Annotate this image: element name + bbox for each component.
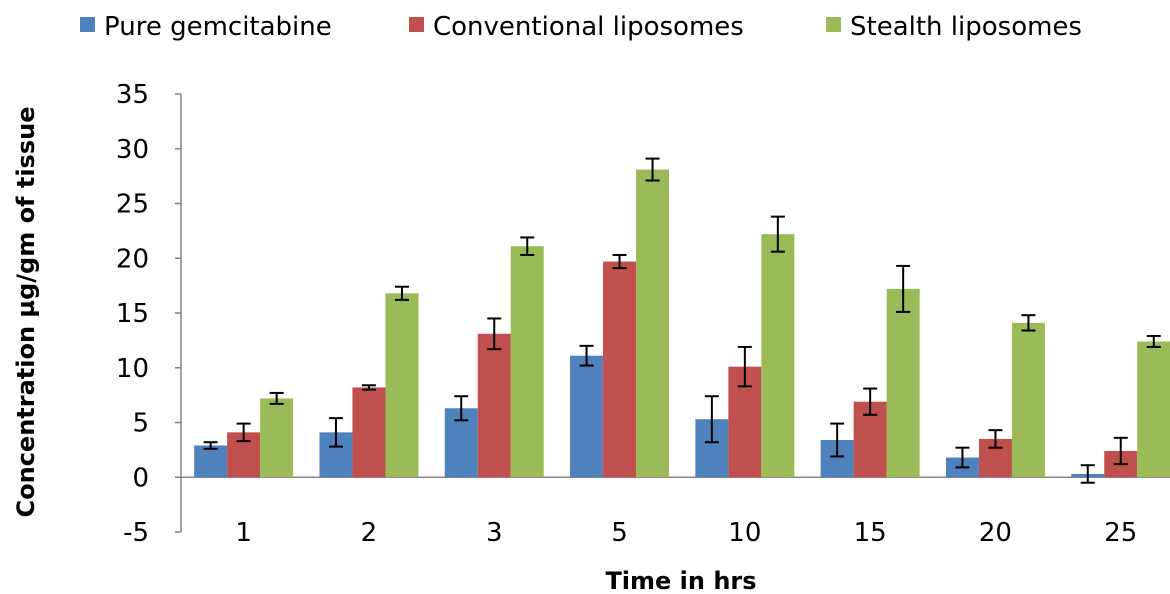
x-tick-label: 20 xyxy=(979,518,1012,548)
legend-item: Conventional liposomes xyxy=(409,12,744,42)
legend-item: Stealth liposomes xyxy=(826,12,1082,42)
legend-label: Stealth liposomes xyxy=(850,12,1082,42)
x-tick-label: 15 xyxy=(854,518,887,548)
error-bars xyxy=(203,157,1161,484)
bar xyxy=(603,261,637,478)
y-tick-label: 0 xyxy=(132,463,149,493)
y-axis-title: Concentration µg/gm of tissue xyxy=(12,107,40,518)
bar xyxy=(1011,322,1045,478)
y-tick-label: 15 xyxy=(116,299,149,329)
x-tick-label: 5 xyxy=(611,518,628,548)
y-tick-label: -5 xyxy=(123,518,149,548)
y-tick-label: 5 xyxy=(132,409,149,439)
bar xyxy=(886,288,920,478)
legend: Pure gemcitabine Conventional liposomes St… xyxy=(80,12,1082,42)
x-axis: 1 2 3 5 10 15 20 25 xyxy=(181,476,1170,548)
bars xyxy=(194,169,1170,478)
y-tick-label: 30 xyxy=(116,135,149,165)
bar xyxy=(352,387,386,478)
legend-swatch xyxy=(80,17,95,32)
bar xyxy=(477,333,511,478)
x-axis-title: Time in hrs xyxy=(605,567,756,594)
bar xyxy=(385,293,419,478)
bar xyxy=(510,246,544,478)
x-tick-label: 1 xyxy=(235,518,252,548)
bar xyxy=(194,445,228,478)
y-tick-label: 25 xyxy=(116,190,149,220)
x-tick-label: 3 xyxy=(486,518,503,548)
x-tick-label: 25 xyxy=(1104,518,1137,548)
y-tick-label: 35 xyxy=(116,80,149,110)
x-tick-label: 2 xyxy=(361,518,378,548)
legend-item: Pure gemcitabine xyxy=(80,12,332,42)
y-axis: -5 0 5 10 15 20 25 30 35 xyxy=(116,80,182,548)
legend-swatch xyxy=(409,17,424,32)
bar xyxy=(260,398,294,478)
bar xyxy=(636,169,670,478)
y-tick-label: 20 xyxy=(116,244,149,274)
bar xyxy=(570,355,604,478)
bar xyxy=(1137,341,1170,478)
x-tick-label: 10 xyxy=(728,518,761,548)
legend-label: Pure gemcitabine xyxy=(104,12,332,42)
legend-label: Conventional liposomes xyxy=(433,12,744,42)
y-tick-label: 10 xyxy=(116,354,149,384)
bar xyxy=(761,234,795,478)
legend-swatch xyxy=(826,17,841,32)
